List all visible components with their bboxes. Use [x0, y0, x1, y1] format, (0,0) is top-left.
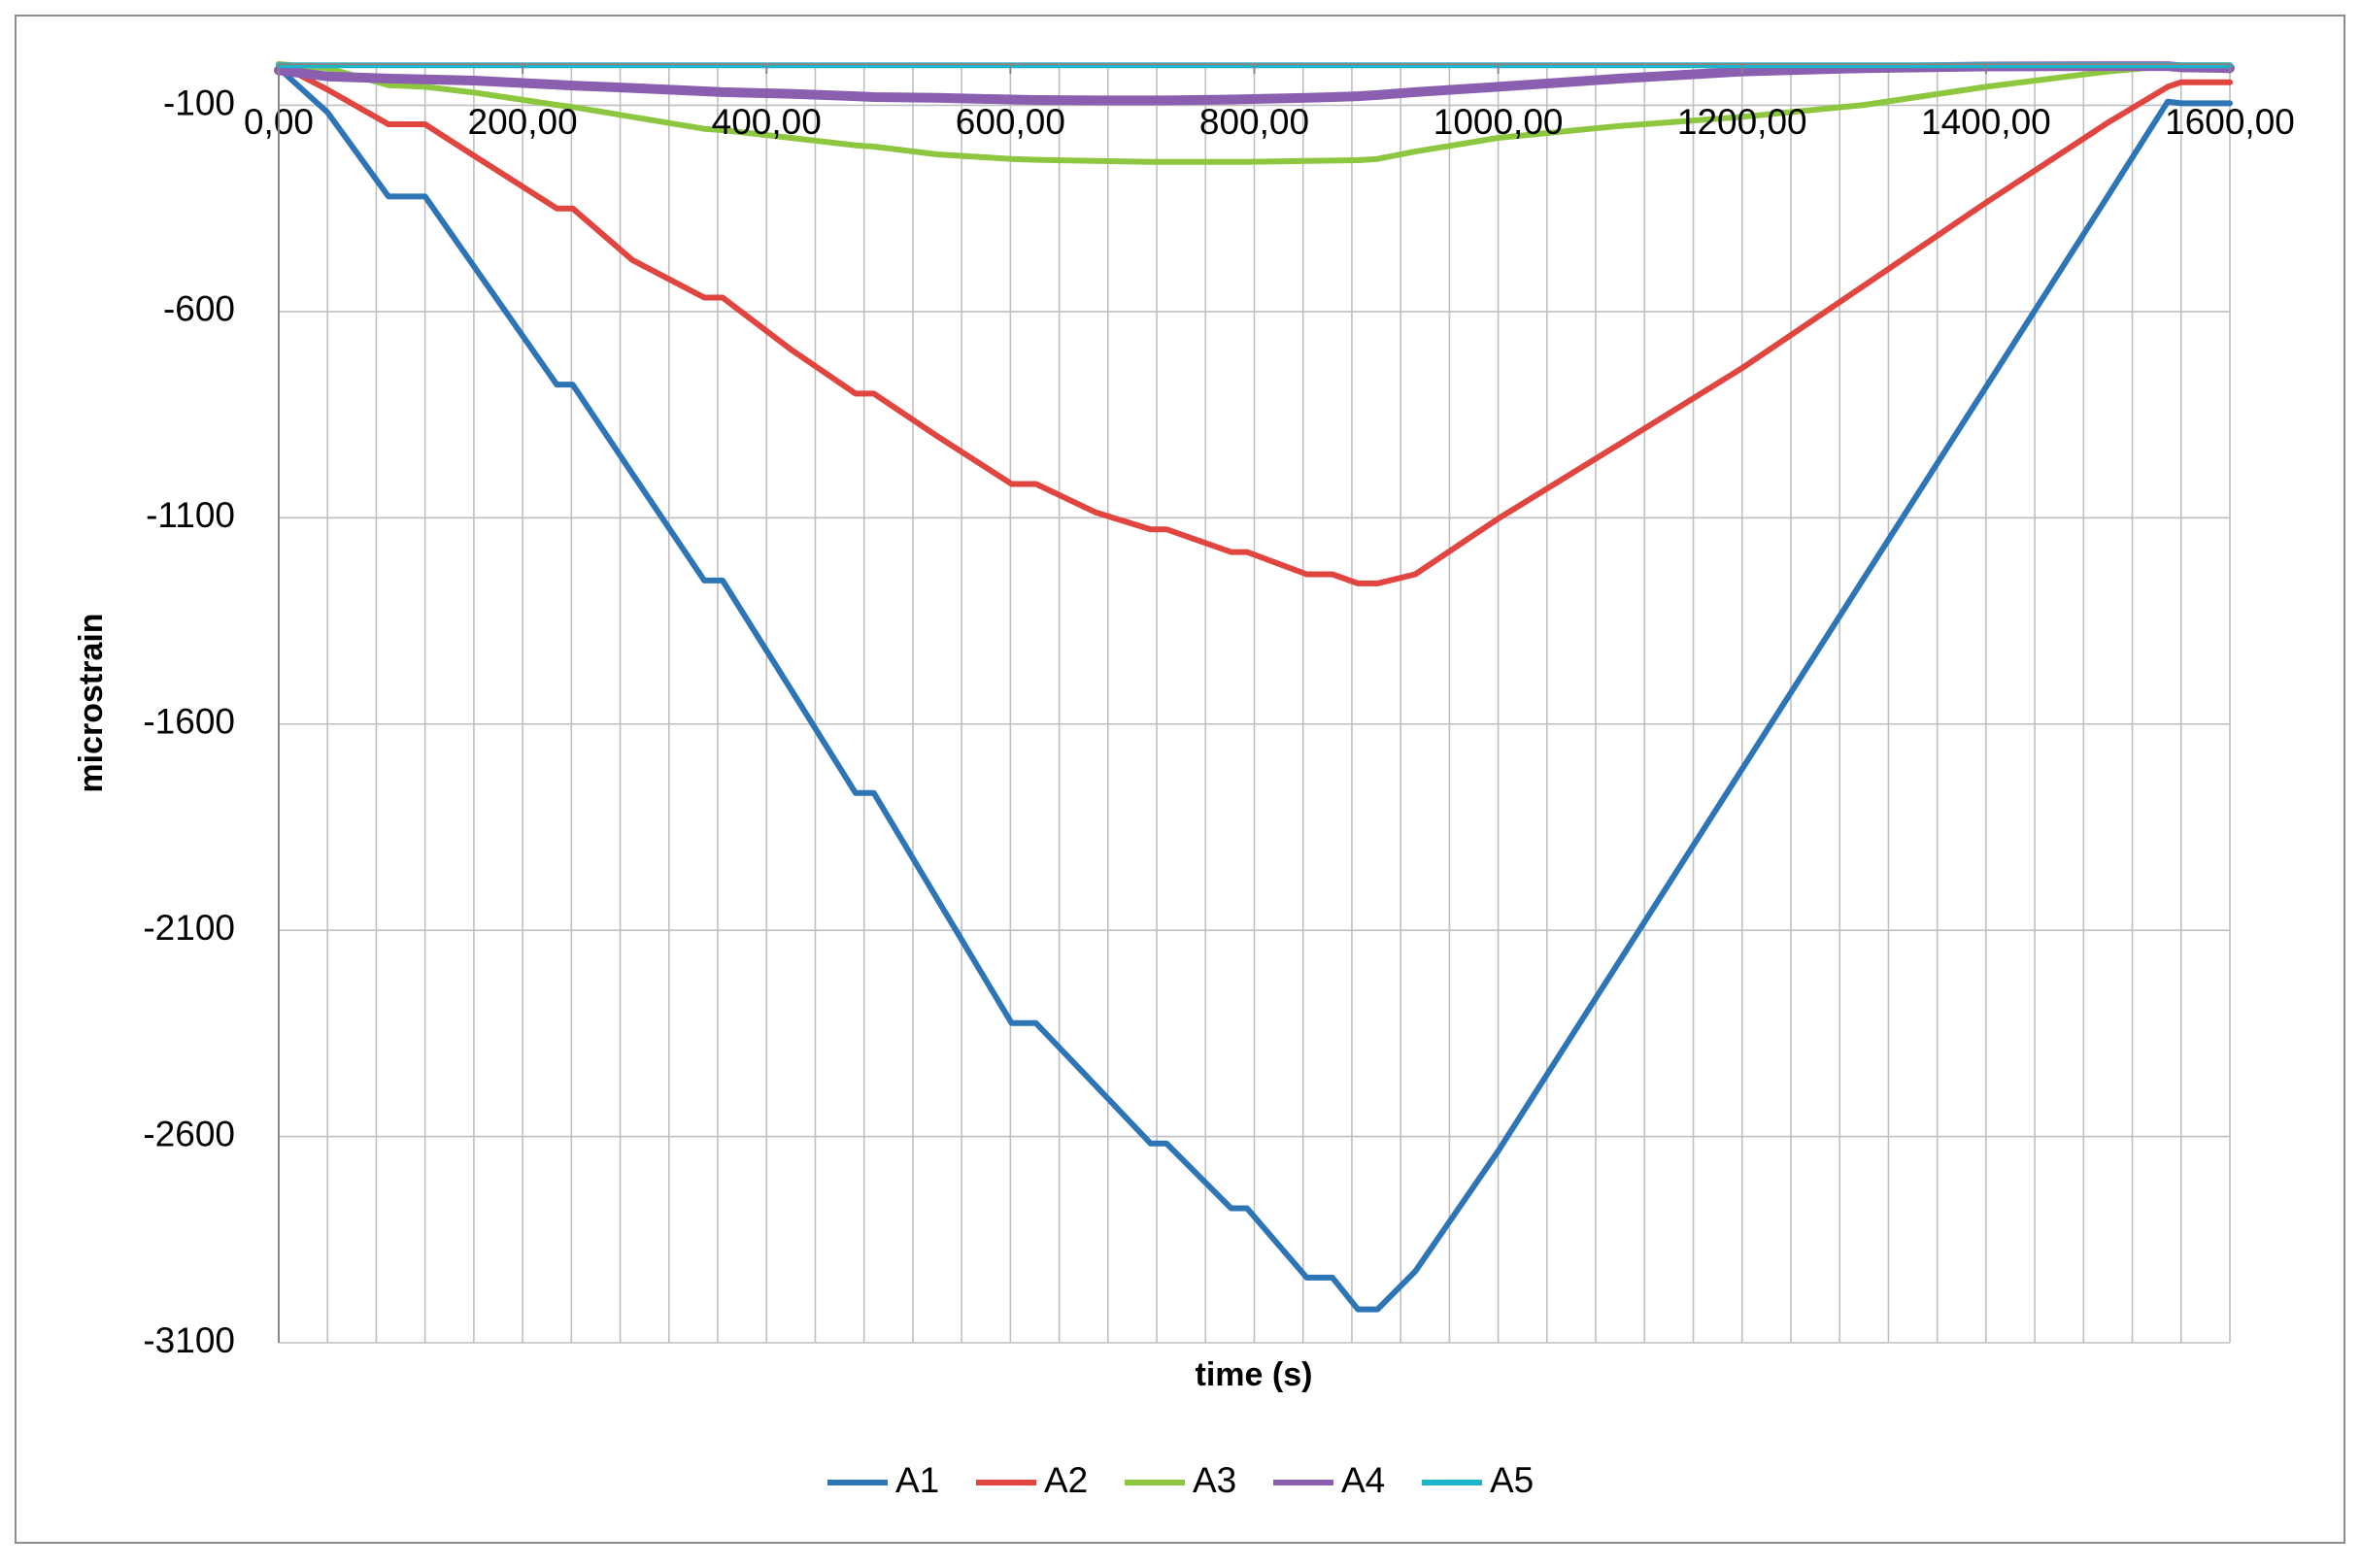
legend-label: A5: [1490, 1460, 1534, 1500]
plot-lines: [274, 61, 2235, 1313]
legend: A1 A2 A3 A4 A5: [827, 1460, 1534, 1500]
x-tick-label: 200,00: [468, 102, 578, 142]
x-tick-label: 1400,00: [1921, 102, 2051, 142]
y-axis-title: microstrain: [73, 613, 110, 792]
x-tick-label: 600,00: [956, 102, 1065, 142]
legend-label: A1: [895, 1460, 939, 1500]
series-line: [274, 61, 2235, 106]
y-tick-label: -1600: [143, 702, 235, 742]
y-tick-label: -100: [163, 83, 235, 122]
y-tick-label: -2100: [143, 908, 235, 948]
y-tick-label: -3100: [143, 1320, 235, 1360]
x-tick-label: 1600,00: [2165, 102, 2295, 142]
x-tick-label: 800,00: [1199, 102, 1309, 142]
legend-label: A3: [1193, 1460, 1236, 1500]
grid: [278, 64, 2231, 1344]
chart-border: [15, 15, 2345, 1544]
series-line: [276, 65, 2233, 1313]
y-tick-label: -600: [163, 289, 235, 329]
legend-label: A4: [1341, 1460, 1385, 1500]
x-tick-label: 400,00: [712, 102, 822, 142]
series-line: [276, 61, 2233, 586]
x-axis-title: time (s): [1196, 1356, 1313, 1393]
series-line: [276, 61, 2233, 165]
y-tick-label: -2600: [143, 1114, 235, 1153]
axes: -3100-2600-2100-1600-1100-600-100 0,00 200…: [143, 63, 2295, 1360]
legend-label: A2: [1044, 1460, 1088, 1500]
x-tick-label: 1200,00: [1677, 102, 1807, 142]
y-tick-label: -1100: [146, 495, 235, 535]
x-tick-label: 1000,00: [1433, 102, 1564, 142]
